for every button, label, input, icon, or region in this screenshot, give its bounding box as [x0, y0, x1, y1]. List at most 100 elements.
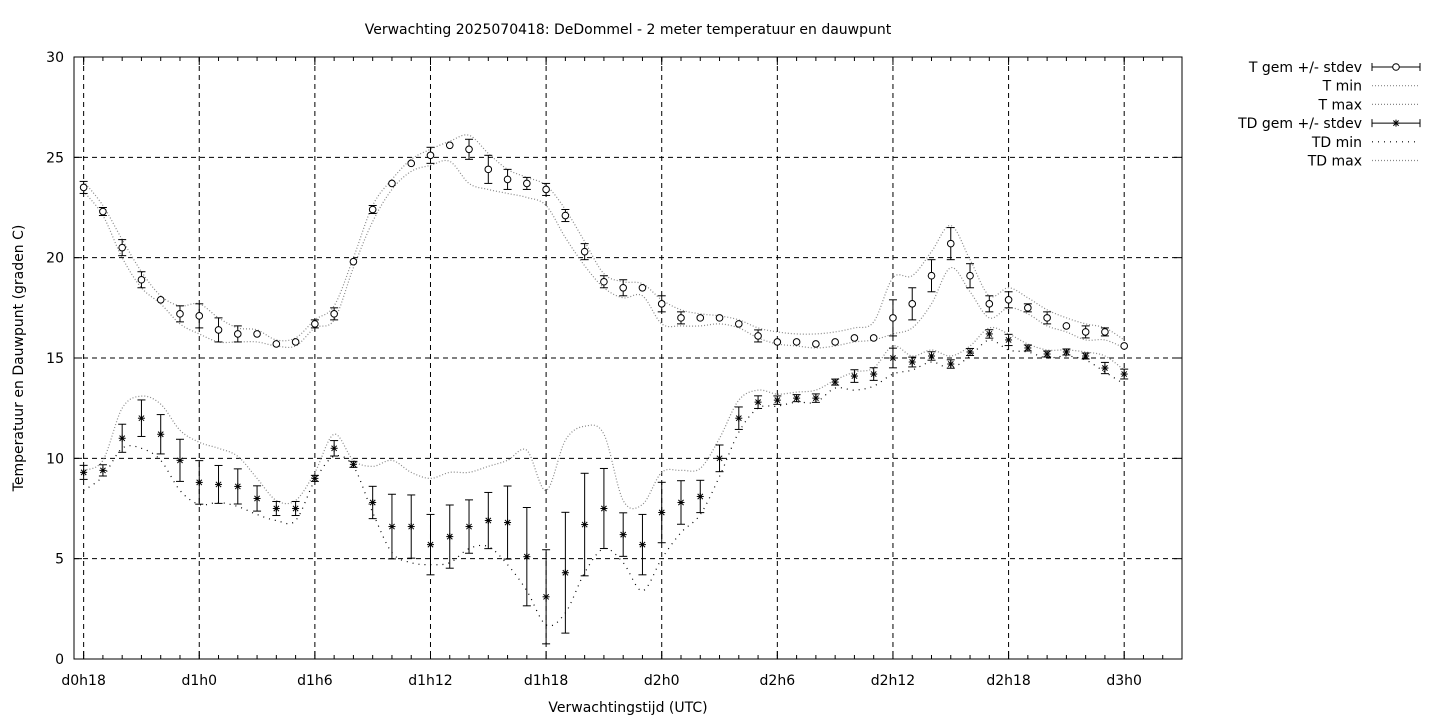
marker-asterisk-d2: [697, 493, 704, 500]
data-point-0: [676, 311, 685, 325]
data-point-0: [831, 338, 839, 346]
marker-asterisk-d2: [1044, 351, 1051, 357]
marker-asterisk-d2: [157, 431, 164, 438]
marker-asterisk-d2: [273, 505, 280, 512]
axes: 0 5 10 15 20 25 30 d0h18 d1h0 d1h6 d1h12 d1h18 d2h0 d…: [46, 50, 1183, 689]
x-tick-label: d2h6: [760, 673, 796, 689]
marker-asterisk-d2: [388, 523, 395, 530]
y-tick-label: 20: [46, 251, 64, 267]
data-point-3: [522, 506, 531, 607]
marker-asterisk-d2: [755, 399, 762, 406]
marker-circle: [349, 257, 358, 266]
series-layer: [79, 134, 1129, 645]
marker-asterisk-d2: [80, 469, 87, 476]
marker-asterisk-d2: [870, 371, 877, 378]
data-point-3: [619, 512, 628, 557]
marker-asterisk-d2: [523, 553, 530, 560]
marker-circle: [619, 283, 627, 292]
marker-asterisk-d2: [716, 455, 723, 462]
marker-asterisk-d2: [311, 475, 318, 482]
data-point-0: [869, 334, 878, 342]
marker-asterisk-d2: [812, 395, 819, 402]
marker-circle: [561, 211, 570, 220]
marker-circle: [311, 320, 319, 328]
data-point-0: [407, 159, 416, 168]
marker-circle: [426, 151, 435, 160]
marker-circle: [445, 141, 454, 150]
marker-circle: [1043, 314, 1051, 322]
data-point-3: [734, 406, 743, 430]
data-point-3: [175, 438, 184, 482]
data-point-0: [850, 334, 859, 342]
marker-circle: [99, 207, 107, 216]
data-point-3: [368, 485, 377, 520]
marker-asterisk-d2: [99, 467, 106, 474]
marker-asterisk-d2: [369, 499, 376, 506]
data-point-3: [888, 347, 897, 369]
marker-asterisk-d2: [793, 395, 800, 402]
y-tick-label: 25: [46, 150, 64, 166]
marker-asterisk-d2: [658, 509, 665, 516]
marker-asterisk-d2: [562, 569, 569, 576]
marker-circle: [908, 300, 917, 308]
marker-circle: [773, 338, 782, 346]
legend-label-2: T max: [1317, 97, 1362, 113]
data-point-3: [426, 513, 435, 576]
x-tick-label: d1h18: [524, 673, 568, 689]
marker-asterisk-d2: [254, 495, 261, 502]
marker-asterisk-d2: [408, 523, 415, 530]
y-tick-label: 15: [46, 351, 64, 367]
data-point-0: [272, 340, 281, 348]
marker-circle: [1120, 342, 1128, 350]
data-point-0: [773, 338, 782, 346]
x-tick-label: d2h18: [986, 673, 1030, 689]
data-point-3: [715, 444, 724, 473]
data-point-0: [966, 263, 975, 289]
data-point-3: [754, 395, 763, 409]
marker-asterisk-d2: [196, 479, 203, 486]
marker-circle: [792, 338, 801, 346]
data-point-0: [542, 182, 551, 196]
x-tick-label: d1h12: [408, 673, 452, 689]
data-point-3: [599, 467, 608, 550]
legend-label-1: T min: [1322, 79, 1362, 95]
data-point-3: [561, 511, 570, 634]
x-tick-label: d2h12: [871, 673, 915, 689]
data-point-0: [908, 287, 917, 321]
data-point-3: [503, 485, 512, 560]
data-point-0: [79, 180, 88, 194]
data-point-0: [715, 314, 724, 322]
data-point-0: [888, 299, 897, 337]
data-point-0: [349, 257, 358, 266]
legend-label-5: TD max: [1307, 154, 1362, 170]
marker-asterisk-d2: [177, 457, 183, 464]
marker-asterisk-d2: [331, 445, 338, 452]
marker-circle: [1004, 296, 1013, 304]
marker-asterisk-d2: [504, 519, 511, 526]
data-point-3: [387, 493, 396, 560]
data-point-0: [1120, 342, 1128, 350]
data-point-3: [484, 491, 493, 550]
data-point-0: [1004, 291, 1013, 309]
marker-asterisk-d2: [485, 517, 492, 524]
data-point-0: [638, 283, 647, 292]
marker-circle: [754, 332, 762, 340]
data-point-0: [330, 307, 339, 321]
data-point-0: [484, 154, 493, 184]
data-point-3: [542, 549, 551, 645]
marker-asterisk-d2: [138, 415, 145, 422]
x-tick-label: d1h0: [181, 673, 217, 689]
data-point-3: [869, 367, 878, 381]
marker-circle: [831, 338, 839, 346]
marker-circle: [1081, 328, 1090, 336]
data-point-0: [98, 207, 107, 217]
marker-circle: [407, 159, 416, 168]
y-axis-label: Temperatuur en Dauwpunt (graden C): [11, 225, 27, 493]
marker-asterisk-d2: [928, 353, 935, 359]
data-point-0: [253, 330, 261, 338]
marker-circle: [176, 310, 184, 318]
data-point-3: [966, 347, 975, 356]
marker-asterisk-d2: [909, 359, 916, 365]
data-point-3: [908, 356, 917, 368]
marker-asterisk-d2: [889, 355, 896, 361]
